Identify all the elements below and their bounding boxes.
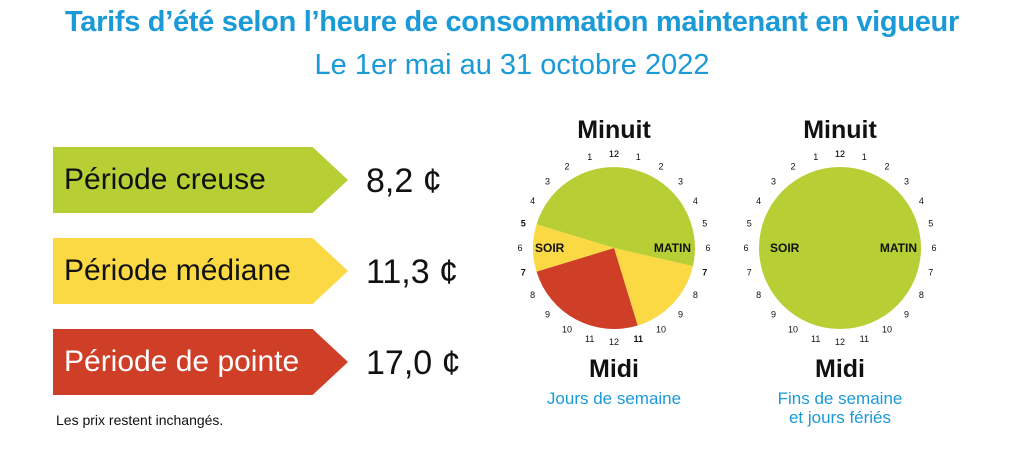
clock-caption-line: Fins de semaine: [778, 389, 903, 408]
hour-number: 9: [771, 310, 776, 320]
hour-number: 12: [609, 149, 619, 159]
hour-number: 7: [702, 267, 707, 277]
period-creuse-arrow: Période creuse: [53, 147, 348, 213]
hour-number: 1: [636, 152, 641, 162]
period-mediane-arrow: Période médiane: [53, 238, 348, 304]
creuse-sector: [536, 167, 695, 267]
period-pointe-arrow: Période de pointe: [53, 329, 348, 395]
clock-caption-line: et jours fériés: [789, 408, 891, 427]
hour-number: 6: [931, 243, 936, 253]
hour-number: 11: [634, 334, 644, 344]
hour-number: 9: [545, 310, 550, 320]
hour-number: 1: [813, 152, 818, 162]
hour-number: 3: [678, 177, 683, 187]
hour-number: 4: [919, 196, 924, 206]
period-creuse-label: Période creuse: [64, 163, 266, 196]
hour-number: 9: [904, 310, 909, 320]
period-creuse-price: 8,2 ¢: [366, 162, 442, 200]
hour-number: 5: [521, 219, 526, 229]
evening-label: SOIR: [535, 241, 565, 255]
page-subtitle: Le 1er mai au 31 octobre 2022: [314, 49, 710, 81]
hour-number: 2: [564, 162, 569, 172]
hour-number: 12: [609, 337, 619, 347]
hour-number: 2: [884, 162, 889, 172]
hour-number: 8: [919, 290, 924, 300]
pointe-sector: [536, 248, 638, 329]
hour-number: 12: [835, 337, 845, 347]
clock-caption-line: Jours de semaine: [547, 389, 681, 408]
hour-number: 6: [705, 243, 710, 253]
hour-number: 11: [585, 334, 594, 344]
hour-number: 2: [658, 162, 663, 172]
hour-number: 8: [530, 290, 535, 300]
hour-number: 11: [811, 334, 820, 344]
hour-number: 3: [545, 177, 550, 187]
hour-number: 6: [743, 243, 748, 253]
noon-label: Midi: [589, 355, 639, 383]
midnight-label: Minuit: [577, 116, 651, 144]
hour-number: 10: [656, 324, 666, 334]
evening-label: SOIR: [770, 241, 800, 255]
hour-number: 3: [904, 177, 909, 187]
hour-number: 7: [521, 267, 526, 277]
hour-number: 1: [862, 152, 867, 162]
hour-number: 4: [756, 196, 761, 206]
hour-number: 10: [882, 324, 892, 334]
hour-number: 1: [587, 152, 592, 162]
hour-number: 12: [835, 149, 845, 159]
hour-number: 5: [928, 219, 933, 229]
hour-number: 4: [530, 196, 535, 206]
hour-number: 11: [860, 334, 869, 344]
midnight-label: Minuit: [803, 116, 877, 144]
morning-label: MATIN: [880, 241, 917, 255]
hour-number: 9: [678, 310, 683, 320]
period-mediane-label: Période médiane: [64, 254, 291, 287]
period-pointe-label: Période de pointe: [64, 345, 300, 378]
hour-number: 5: [702, 219, 707, 229]
price-note: Les prix restent inchangés.: [56, 412, 224, 428]
hour-number: 8: [756, 290, 761, 300]
hour-number: 6: [517, 243, 522, 253]
hour-number: 2: [790, 162, 795, 172]
hour-number: 5: [747, 219, 752, 229]
morning-label: MATIN: [654, 241, 691, 255]
hour-number: 12: [609, 149, 619, 159]
hour-number: 7: [747, 267, 752, 277]
mediane-evening-sector: [533, 224, 614, 272]
hour-number: 8: [693, 290, 698, 300]
mediane-morning-sector: [614, 248, 693, 326]
hour-number: 7: [928, 267, 933, 277]
page-title: Tarifs d’été selon l’heure de consommati…: [65, 6, 959, 38]
hour-number: 3: [771, 177, 776, 187]
hour-number: 12: [835, 149, 845, 159]
noon-label: Midi: [815, 355, 865, 383]
hour-number: 10: [562, 324, 572, 334]
hour-number: 10: [788, 324, 798, 334]
hour-number: 4: [693, 196, 698, 206]
period-pointe-price: 17,0 ¢: [366, 344, 461, 382]
creuse-full-face: [759, 167, 921, 329]
period-mediane-price: 11,3 ¢: [366, 253, 459, 291]
